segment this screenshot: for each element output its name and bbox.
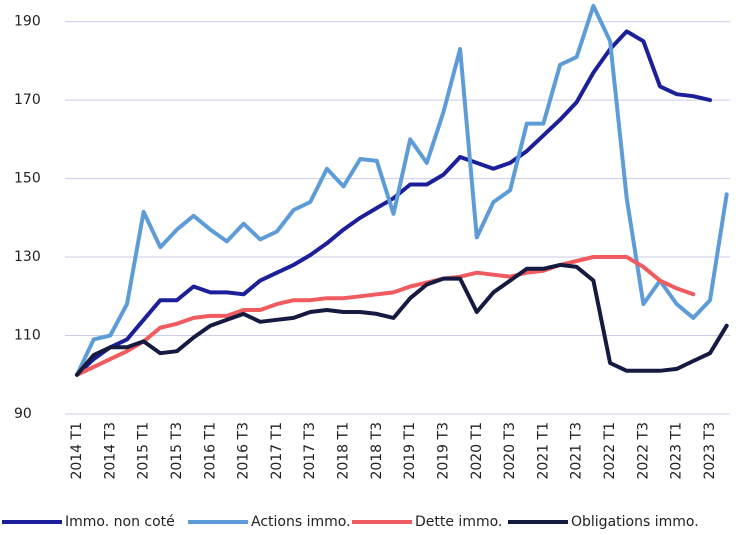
x-tick-label: 2017 T1 bbox=[269, 422, 285, 480]
y-tick-label: 110 bbox=[14, 328, 41, 344]
x-tick-label: 2014 T1 bbox=[69, 422, 85, 480]
series-line bbox=[75, 262, 729, 377]
x-tick-label: 2019 T1 bbox=[402, 422, 418, 480]
x-tick-label: 2022 T1 bbox=[602, 422, 618, 480]
x-tick-label: 2017 T3 bbox=[302, 422, 318, 480]
x-tick-label: 2022 T3 bbox=[635, 422, 651, 480]
y-tick-label: 130 bbox=[14, 249, 41, 265]
x-tick-label: 2018 T3 bbox=[369, 422, 385, 480]
legend-label: Obligations immo. bbox=[571, 514, 699, 530]
x-tick-label: 2019 T3 bbox=[435, 422, 451, 480]
x-tick-label: 2015 T1 bbox=[136, 422, 152, 480]
y-tick-label: 190 bbox=[14, 14, 41, 30]
x-tick-label: 2016 T1 bbox=[202, 422, 218, 480]
x-tick-label: 2018 T1 bbox=[336, 422, 352, 480]
legend-label: Actions immo. bbox=[251, 514, 351, 530]
y-tick-label: 90 bbox=[14, 406, 32, 422]
x-tick-label: 2016 T3 bbox=[236, 422, 252, 480]
y-tick-label: 170 bbox=[14, 92, 41, 108]
x-tick-label: 2021 T1 bbox=[535, 422, 551, 480]
legend-label: Dette immo. bbox=[415, 514, 502, 530]
x-tick-label: 2021 T3 bbox=[569, 422, 585, 480]
x-tick-label: 2020 T1 bbox=[469, 422, 485, 480]
x-tick-label: 2014 T3 bbox=[102, 422, 118, 480]
series-line bbox=[75, 255, 696, 377]
legend-label: Immo. non coté bbox=[65, 514, 175, 530]
x-tick-label: 2015 T3 bbox=[169, 422, 185, 480]
y-tick-label: 150 bbox=[14, 171, 41, 187]
x-tick-label: 2023 T1 bbox=[669, 422, 685, 480]
series-line bbox=[75, 29, 712, 377]
series-line bbox=[75, 3, 729, 377]
x-tick-label: 2020 T3 bbox=[502, 422, 518, 480]
x-tick-label: 2023 T3 bbox=[702, 422, 718, 480]
